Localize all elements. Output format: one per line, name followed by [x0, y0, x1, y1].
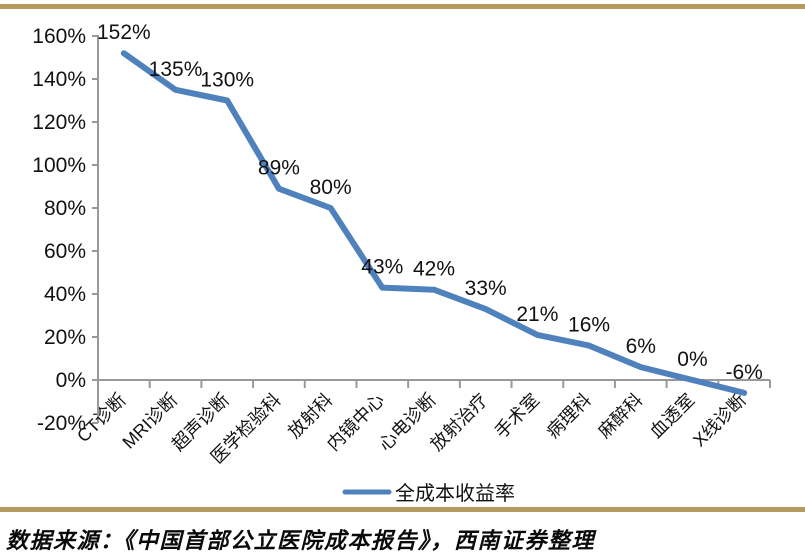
series-line — [120, 50, 748, 396]
x-axis-category-label: X线诊断 — [689, 390, 750, 451]
data-label: -6% — [725, 361, 762, 384]
y-axis-tick-label: 160% — [32, 25, 86, 48]
data-label: 16% — [568, 314, 610, 337]
y-axis-tick-label: 60% — [44, 240, 86, 263]
x-axis-category-label: 放射治疗 — [426, 390, 491, 455]
data-label: 135% — [149, 58, 203, 81]
data-label: 152% — [97, 21, 151, 44]
top-border-line — [0, 4, 805, 9]
data-label: 6% — [626, 335, 656, 358]
y-axis-tick-label: -20% — [37, 412, 86, 435]
bottom-border-line — [0, 507, 805, 512]
data-label: 42% — [413, 258, 455, 281]
y-axis-tick-label: 100% — [32, 154, 86, 177]
y-axis-tick-label: 120% — [32, 111, 86, 134]
x-axis-category-label: 麻醉科 — [594, 390, 646, 442]
y-axis-tick-label: 20% — [44, 326, 86, 349]
y-axis-tick-label: 0% — [56, 369, 86, 392]
data-source-text: 数据来源：《中国首部公立医院成本报告》，西南证券整理 — [6, 528, 596, 553]
chart-svg: 160%140%120%100%80%60%40%20%0%-20%CT诊断MR… — [32, 21, 771, 505]
data-label: 130% — [200, 69, 254, 92]
data-label: 43% — [361, 256, 403, 279]
data-label: 89% — [258, 157, 300, 180]
y-axis-tick-label: 40% — [44, 283, 86, 306]
data-label: 0% — [677, 348, 707, 371]
y-axis-tick-label: 140% — [32, 68, 86, 91]
data-label: 21% — [516, 303, 558, 326]
legend-label: 全成本收益率 — [395, 482, 515, 505]
y-axis-tick-label: 80% — [44, 197, 86, 220]
data-label: 80% — [310, 176, 352, 199]
x-axis-category-label: 手术室 — [491, 390, 543, 442]
data-label: 33% — [465, 277, 507, 300]
x-axis-category-label: 病理科 — [543, 390, 595, 442]
